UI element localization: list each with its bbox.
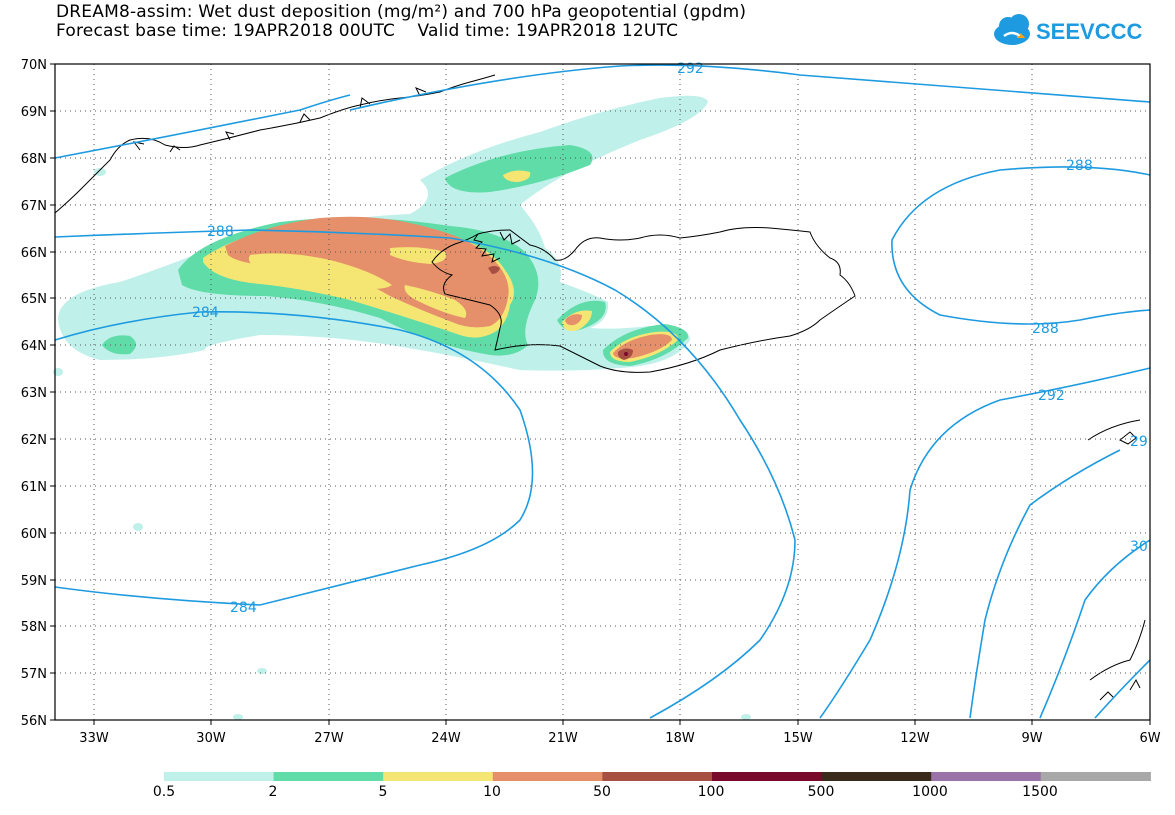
cloud-icon [994, 14, 1030, 45]
map-panel: 292 288 284 288 288 292 284 29 30 70N 69… [21, 58, 1161, 746]
longitude-labels: 33W 30W 27W 24W 21W 18W 15W 12W 9W 6W [79, 731, 1160, 746]
colorbar-swatch [821, 772, 932, 781]
lat-label: 66N [21, 246, 47, 261]
colorbar-swatch [273, 772, 384, 781]
lon-label: 27W [314, 731, 344, 746]
colorbar-label: 500 [808, 784, 835, 800]
colorbar-swatch [164, 772, 275, 781]
contour-label: 29 [1130, 434, 1148, 450]
contour-label: 288 [207, 224, 234, 240]
lat-label: 61N [21, 480, 47, 495]
colorbar-label: 5 [379, 784, 388, 800]
colorbar-swatch [492, 772, 603, 781]
lat-label: 60N [21, 527, 47, 542]
colorbar-swatch [931, 772, 1042, 781]
lat-label: 68N [21, 152, 47, 167]
lat-label: 62N [21, 433, 47, 448]
colorbar-swatch [602, 772, 713, 781]
lon-label: 18W [665, 731, 695, 746]
contour-288-main [54, 229, 796, 719]
axis-ticks [50, 63, 1151, 725]
lon-label: 24W [431, 731, 461, 746]
dust-spot [741, 714, 751, 720]
dust-spot [233, 714, 243, 720]
colorbar-label: 1000 [912, 784, 948, 800]
greenland-fjords [132, 87, 427, 153]
dust-spot [257, 668, 267, 674]
dust-spot [133, 523, 143, 531]
lon-label: 9W [1021, 731, 1042, 746]
lat-label: 58N [21, 620, 47, 635]
contour-label: 292 [677, 61, 704, 77]
lat-label: 69N [21, 105, 47, 120]
colorbar: 0.5 2 5 10 50 100 500 1000 1500 [153, 772, 1151, 800]
contour-292-east [819, 367, 1151, 719]
iceland-coast [431, 227, 856, 373]
contour-288-east [891, 166, 1151, 325]
colorbar-labels: 0.5 2 5 10 50 100 500 1000 1500 [153, 784, 1058, 800]
colorbar-label: 50 [593, 784, 611, 800]
lat-label: 65N [21, 292, 47, 307]
lat-label: 67N [21, 199, 47, 214]
lon-label: 15W [783, 731, 813, 746]
contour-label: 288 [1066, 158, 1093, 174]
dust-spot [94, 168, 106, 176]
colorbar-label: 10 [483, 784, 501, 800]
contour-label: 284 [192, 305, 219, 321]
contour-label: 284 [230, 600, 257, 616]
lon-label: 30W [196, 731, 226, 746]
contour-292-top [349, 64, 1151, 111]
map-title: DREAM8-assim: Wet dust deposition (mg/m²… [56, 2, 747, 22]
lon-label: 6W [1139, 731, 1160, 746]
seevccc-logo: SEEVCCC [994, 14, 1142, 45]
latitude-labels: 70N 69N 68N 67N 66N 65N 64N 63N 62N 61N … [21, 58, 47, 729]
scotland-hebrides-coast [1087, 419, 1146, 701]
lat-label: 57N [21, 667, 47, 682]
coastlines [54, 74, 1146, 701]
contour-296 [969, 449, 1121, 719]
logo-text: SEEVCCC [1036, 19, 1142, 44]
colorbar-swatch [383, 772, 494, 781]
colorbar-swatch [1040, 772, 1151, 781]
iceland-westfjords [473, 231, 521, 263]
contour-300 [1039, 539, 1151, 719]
graticule [55, 64, 1150, 720]
dust-area-level100 [624, 352, 628, 356]
greenland-coast [54, 74, 496, 214]
colorbar-label: 0.5 [153, 784, 175, 800]
colorbar-swatches [164, 772, 1151, 781]
colorbar-label: 2 [269, 784, 278, 800]
lat-label: 70N [21, 58, 47, 73]
contour-304 [1094, 659, 1151, 719]
contour-288-west [54, 94, 351, 159]
lat-label: 63N [21, 386, 47, 401]
contour-label: 292 [1038, 388, 1065, 404]
lon-label: 21W [548, 731, 578, 746]
dust-area-level10 [225, 216, 672, 359]
geopotential-contours [54, 64, 1151, 719]
contour-label: 30 [1130, 539, 1148, 555]
contour-284 [54, 311, 534, 606]
lat-label: 56N [21, 714, 47, 729]
lon-label: 12W [900, 731, 930, 746]
lat-label: 64N [21, 339, 47, 354]
colorbar-swatch [712, 772, 823, 781]
contour-labels: 292 288 284 288 288 292 284 29 30 [192, 61, 1148, 616]
colorbar-label: 100 [698, 784, 725, 800]
lat-label: 59N [21, 574, 47, 589]
dust-deposition-field [53, 95, 751, 720]
colorbar-label: 1500 [1022, 784, 1058, 800]
map-subtitle: Forecast base time: 19APR2018 00UTC Vali… [56, 21, 679, 41]
lon-label: 33W [79, 731, 109, 746]
dust-streak-inner [248, 247, 467, 318]
contour-label: 288 [1032, 321, 1059, 337]
